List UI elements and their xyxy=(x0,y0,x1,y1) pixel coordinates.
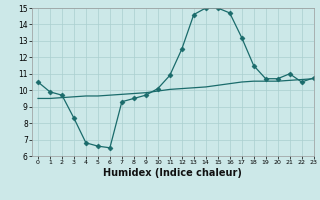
X-axis label: Humidex (Indice chaleur): Humidex (Indice chaleur) xyxy=(103,168,242,178)
